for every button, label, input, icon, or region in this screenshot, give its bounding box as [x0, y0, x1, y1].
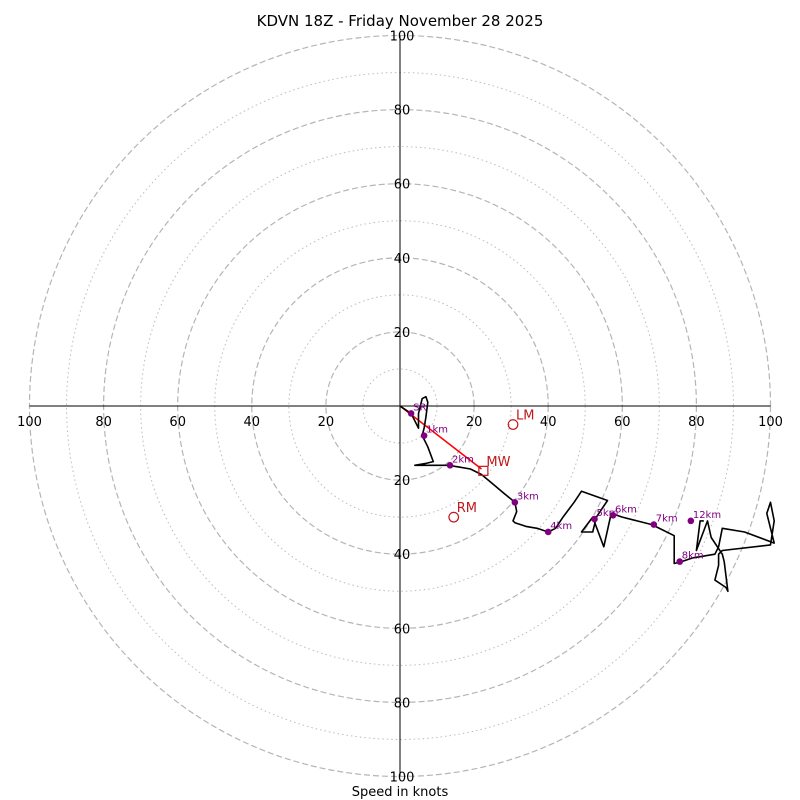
- motion-marker-circle: [507, 419, 519, 430]
- y-tick-label: 100: [390, 30, 415, 45]
- x-tick-label: 20: [466, 415, 483, 430]
- hodograph-trace: [399, 395, 776, 593]
- x-tick-label: 80: [95, 415, 112, 430]
- y-tick-label: 60: [394, 622, 411, 637]
- height-marker-dot: [511, 499, 519, 506]
- x-axis-label: Speed in knots: [352, 785, 449, 800]
- motion-marker-label: LM: [516, 409, 534, 424]
- y-tick-label: 20: [394, 474, 411, 489]
- motion-marker-label: MW: [486, 455, 510, 470]
- x-tick-label: 60: [169, 415, 186, 430]
- y-tick-label: 40: [394, 548, 411, 563]
- chart-title: KDVN 18Z - Friday November 28 2025: [257, 12, 544, 30]
- height-marker-dot: [650, 521, 658, 528]
- height-marker-dot: [544, 528, 552, 536]
- storm-motion-markers: LM MW RM: [448, 409, 534, 523]
- y-tick-label: 20: [394, 326, 411, 341]
- height-marker-dot: [676, 558, 684, 565]
- hodograph-trace-layer: [399, 395, 776, 593]
- x-tick-label: 60: [614, 415, 631, 430]
- height-marker-dot: [591, 515, 598, 523]
- x-tick-label: 20: [318, 415, 335, 430]
- y-tick-label: 60: [394, 178, 411, 193]
- motion-marker-label: RM: [457, 501, 477, 516]
- height-marker-label: 8km: [682, 551, 704, 562]
- y-tick-label: 80: [394, 104, 411, 119]
- height-marker-label: SR: [413, 402, 426, 413]
- height-marker-dot: [609, 511, 617, 519]
- x-tick-label: 80: [688, 415, 705, 430]
- height-marker-dot: [420, 432, 428, 439]
- height-marker-label: 7km: [656, 514, 678, 525]
- shear-vector-line: [399, 405, 482, 470]
- y-tick-label: 40: [394, 252, 411, 267]
- x-tick-label: 40: [540, 415, 557, 430]
- y-tick-label: 100: [390, 771, 415, 786]
- x-tick-label: 100: [17, 415, 42, 430]
- height-marker-label: 4km: [550, 521, 572, 532]
- x-tick-label: 40: [244, 415, 261, 430]
- height-marker-dot: [446, 461, 454, 469]
- height-marker-label: 2km: [452, 454, 474, 465]
- height-marker-label: 1km: [426, 425, 448, 436]
- height-marker-label: 3km: [517, 491, 539, 502]
- x-tick-label: 100: [758, 415, 783, 430]
- height-marker-label: 12km: [693, 510, 721, 521]
- height-marker-dot: [407, 410, 415, 417]
- height-marker-label: 6km: [615, 504, 637, 515]
- tick-labels: 100 80 60 40 20 20 40 60 80 100 100 80 60 40 20 20 40 60 8…: [17, 30, 783, 786]
- motion-marker-square: [478, 465, 489, 476]
- y-tick-label: 80: [394, 696, 411, 711]
- shear-vector-layer: [399, 405, 482, 470]
- height-marker-dot: [687, 517, 695, 525]
- height-marker-label: 5km: [597, 508, 619, 519]
- motion-marker-circle: [448, 511, 460, 523]
